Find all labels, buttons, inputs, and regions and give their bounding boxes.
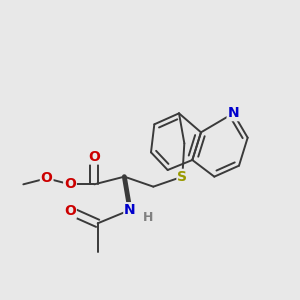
Text: O: O: [64, 177, 76, 191]
Text: N: N: [124, 203, 136, 217]
Text: O: O: [64, 204, 76, 218]
Text: S: S: [177, 170, 187, 184]
Text: N: N: [227, 106, 239, 120]
Text: H: H: [142, 211, 153, 224]
Text: O: O: [41, 171, 52, 185]
Text: O: O: [88, 150, 100, 164]
